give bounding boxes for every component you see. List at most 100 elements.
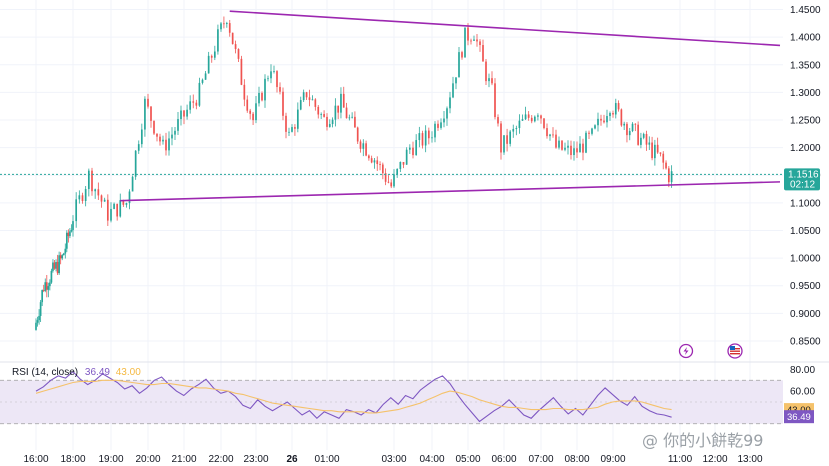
time-tick-label: 16:00 (23, 454, 48, 465)
trendline-group[interactable] (120, 10, 781, 202)
time-tick-label: 05:00 (455, 454, 480, 465)
candle (567, 140, 569, 155)
time-tick-label: 03:00 (381, 454, 406, 465)
candle (396, 168, 399, 178)
time-axis[interactable]: 16:00 18:00 19:00 20:00 21:00 22:00 23:00 26 01:… (23, 454, 762, 465)
rsi-axis[interactable]: 80.00 60.00 (790, 365, 815, 398)
candle (503, 135, 505, 155)
candle (640, 132, 642, 149)
price-tick-label: 1.1000 (790, 198, 821, 209)
candle (582, 138, 584, 161)
rsi-legend[interactable]: RSI (14, close) 36.49 43.00 (12, 367, 141, 378)
candle (220, 22, 222, 32)
candle (299, 96, 302, 111)
candle (645, 130, 648, 151)
price-axis[interactable]: 1.4500 1.4000 1.3500 1.3000 1.2500 1.2000 1.15… (790, 5, 821, 347)
candle (302, 89, 305, 102)
price-tick-label: 1.4500 (790, 5, 821, 16)
candle (62, 252, 65, 256)
price-tick-label: 1.4000 (790, 33, 821, 44)
trendline[interactable] (229, 10, 781, 47)
candle (296, 102, 299, 133)
price-tick-label: 1.2000 (790, 143, 821, 154)
trendline[interactable] (120, 181, 781, 202)
price-tick-label: 1.2500 (790, 116, 821, 127)
candle (192, 94, 195, 109)
candle (576, 141, 578, 158)
candle (64, 243, 67, 259)
candle (270, 64, 272, 84)
candle (116, 203, 119, 221)
candle (144, 96, 146, 137)
candle (213, 45, 216, 61)
candle (137, 140, 140, 154)
candle (305, 91, 308, 101)
candle (482, 39, 484, 62)
candle (446, 106, 448, 126)
candle (654, 139, 656, 166)
candle (186, 104, 188, 120)
candle (288, 127, 290, 136)
candle (58, 251, 60, 275)
candle (642, 132, 645, 140)
candle (540, 114, 542, 124)
candle (623, 121, 626, 131)
candle (362, 139, 365, 157)
candle (159, 133, 161, 146)
candle (94, 188, 97, 199)
candle (134, 150, 137, 180)
candle (399, 161, 402, 173)
candle (359, 139, 362, 153)
candle (168, 131, 170, 156)
lightning-icon[interactable] (678, 343, 694, 359)
rsi-legend-value: 36.49 (85, 367, 110, 378)
price-tick-label: 1.0000 (790, 254, 821, 265)
candle (464, 27, 466, 58)
candle (255, 95, 257, 124)
candle (276, 70, 278, 93)
candle (461, 50, 463, 60)
candle (285, 112, 287, 139)
candle (140, 123, 143, 148)
candle (228, 19, 231, 37)
candle (561, 140, 563, 151)
candle (207, 51, 210, 74)
candle (524, 106, 527, 121)
price-tick-label: 1.3000 (790, 88, 821, 99)
candle (656, 137, 659, 154)
candle (311, 95, 314, 101)
candle (659, 152, 662, 157)
candle (415, 134, 418, 156)
flag-icon[interactable] (727, 343, 743, 359)
candle (626, 122, 628, 143)
candle (393, 169, 395, 188)
candle (264, 74, 266, 108)
price-tick-label: 1.0500 (790, 226, 821, 237)
candle (49, 279, 51, 291)
candle (470, 38, 472, 45)
candle (620, 108, 623, 127)
rsi-series (35, 370, 672, 423)
candle (552, 127, 554, 138)
candle (41, 289, 44, 307)
candle (609, 111, 611, 121)
candle (282, 87, 284, 121)
candle (243, 79, 246, 107)
watermark: @ 你的小餅乾99 (642, 431, 763, 450)
candle (606, 109, 608, 128)
candle (373, 157, 376, 169)
candle (337, 105, 340, 120)
candle (365, 140, 367, 157)
candle (405, 147, 408, 165)
candle (670, 165, 673, 188)
candle (55, 259, 57, 272)
candle (537, 113, 539, 121)
candle (177, 111, 179, 136)
candle (376, 156, 379, 171)
candle (431, 131, 433, 143)
candle (518, 114, 521, 134)
candle (614, 98, 617, 119)
time-tick-label: 19:00 (98, 454, 123, 465)
candle (59, 252, 62, 265)
candle (342, 86, 345, 108)
